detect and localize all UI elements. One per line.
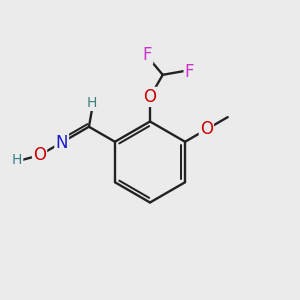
Text: O: O [143,88,157,106]
Text: O: O [33,146,46,164]
Text: H: H [12,153,22,167]
Text: F: F [142,46,152,64]
Text: N: N [56,134,68,152]
Text: O: O [200,120,213,139]
Text: H: H [87,96,98,110]
Text: F: F [185,63,194,81]
